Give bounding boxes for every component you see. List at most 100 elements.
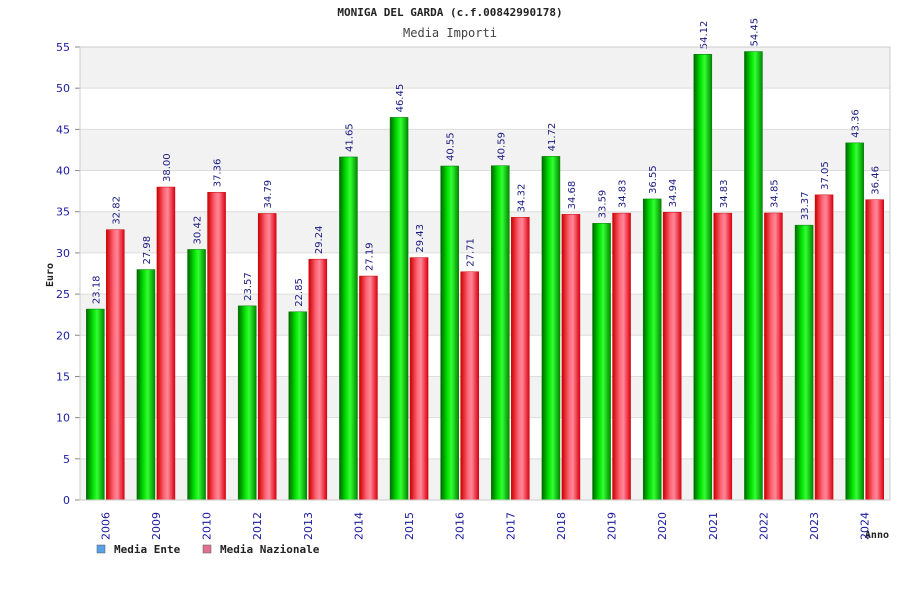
data-label: 34.79 xyxy=(263,180,274,209)
x-tick-label-2023: 2023 xyxy=(808,512,821,540)
y-axis-label: Euro xyxy=(45,263,56,287)
y-tick-label: 0 xyxy=(63,494,70,507)
legend-swatch-media-ente xyxy=(96,544,106,554)
data-label: 38.00 xyxy=(162,153,173,182)
chart-title: MONIGA DEL GARDA (c.f.00842990178) xyxy=(337,6,562,19)
chart-subtitle: Media Importi xyxy=(403,26,497,40)
legend: Media Ente Media Nazionale xyxy=(96,543,320,556)
data-label: 34.94 xyxy=(668,179,679,208)
x-tick-label-2016: 2016 xyxy=(454,512,467,540)
data-label: 33.37 xyxy=(800,192,811,221)
data-label: 37.05 xyxy=(820,161,831,190)
x-tick-label-2018: 2018 xyxy=(555,512,568,540)
data-label: 32.82 xyxy=(111,196,122,225)
data-label: 34.85 xyxy=(769,179,780,208)
x-tick-label-2021: 2021 xyxy=(707,512,720,540)
data-label: 23.57 xyxy=(243,272,254,301)
background-band xyxy=(80,88,890,130)
bar-media-nazionale-2017 xyxy=(511,217,530,501)
bar-media-nazionale-2020 xyxy=(662,211,682,501)
data-label: 29.43 xyxy=(415,224,426,253)
bar-media-nazionale-2012 xyxy=(257,213,277,501)
data-label: 43.36 xyxy=(851,109,862,138)
y-tick-label: 50 xyxy=(56,82,70,95)
bar-media-nazionale-2016 xyxy=(460,271,479,501)
background-band xyxy=(80,129,890,171)
data-label: 22.85 xyxy=(294,278,305,307)
y-tick-label: 40 xyxy=(56,165,70,178)
bar-media-ente-2009 xyxy=(136,269,156,501)
x-tick-label-2014: 2014 xyxy=(352,512,365,540)
data-label: 46.45 xyxy=(395,84,406,113)
bar-media-nazionale-2006 xyxy=(106,229,125,501)
legend-swatch-media-nazionale xyxy=(202,544,212,554)
data-label: 34.32 xyxy=(516,184,527,213)
x-tick-label-2015: 2015 xyxy=(403,512,416,540)
bar-media-nazionale-2018 xyxy=(561,214,581,501)
data-label: 34.83 xyxy=(719,179,730,208)
bar-media-ente-2013 xyxy=(288,311,308,501)
bar-media-ente-2020 xyxy=(642,198,662,501)
x-tick-label-2009: 2009 xyxy=(150,512,163,540)
data-label: 23.18 xyxy=(91,275,102,304)
data-label: 36.55 xyxy=(648,165,659,194)
bar-media-ente-2024 xyxy=(845,142,864,501)
y-tick-label: 10 xyxy=(56,412,70,425)
data-labels: 23.18 32.82 27.98 38.00 30.42 37.36 23.57 34.79… xyxy=(91,18,881,307)
bar-media-nazionale-2013 xyxy=(308,258,328,501)
data-label: 33.59 xyxy=(598,190,609,219)
bar-media-ente-2014 xyxy=(339,156,358,501)
x-tick-label-2017: 2017 xyxy=(504,512,517,540)
data-label: 27.98 xyxy=(142,236,153,265)
bar-media-ente-2022 xyxy=(744,51,763,501)
x-tick-label-2024: 2024 xyxy=(859,512,872,540)
data-label: 41.65 xyxy=(344,123,355,152)
y-tick-label: 45 xyxy=(56,123,70,136)
data-label: 29.24 xyxy=(314,226,325,255)
y-axis-ticks: 0 5 10 15 20 25 30 35 40 45 50 55 xyxy=(56,41,80,507)
data-label: 34.83 xyxy=(618,179,629,208)
data-label: 54.12 xyxy=(699,21,710,50)
y-tick-label: 30 xyxy=(56,247,70,260)
bar-media-ente-2012 xyxy=(237,305,257,501)
bar-media-nazionale-2015 xyxy=(409,257,429,501)
bar-media-ente-2017 xyxy=(491,165,510,501)
data-label: 27.19 xyxy=(364,242,375,271)
data-label: 41.72 xyxy=(547,123,558,152)
data-label: 40.55 xyxy=(446,132,457,161)
legend-label-media-ente: Media Ente xyxy=(114,543,181,556)
data-label: 36.46 xyxy=(871,166,882,195)
bar-media-nazionale-2024 xyxy=(865,199,884,501)
bar-media-nazionale-2023 xyxy=(814,194,834,501)
bar-media-nazionale-2021 xyxy=(713,212,733,501)
x-tick-label-2020: 2020 xyxy=(656,512,669,540)
x-tick-label-2012: 2012 xyxy=(251,512,264,540)
bar-media-nazionale-2022 xyxy=(764,212,783,501)
y-tick-label: 55 xyxy=(56,41,70,54)
x-tick-label-2019: 2019 xyxy=(606,512,619,540)
bar-media-ente-2019 xyxy=(592,223,611,501)
x-tick-label-2006: 2006 xyxy=(99,512,112,540)
x-axis-ticks: 2006 2009 2010 2012 2013 2014 2015 2016 2017 2018… xyxy=(99,512,871,540)
data-label: 27.71 xyxy=(466,238,477,267)
bar-media-nazionale-2009 xyxy=(156,186,176,501)
bar-media-ente-2006 xyxy=(86,308,105,501)
bar-media-ente-2016 xyxy=(440,165,459,501)
background-band xyxy=(80,47,890,89)
y-tick-label: 20 xyxy=(56,329,70,342)
bar-media-ente-2021 xyxy=(693,53,713,501)
bar-media-ente-2010 xyxy=(187,249,206,501)
bar-media-ente-2018 xyxy=(541,156,561,501)
bar-media-nazionale-2019 xyxy=(612,212,631,501)
bar-media-nazionale-2010 xyxy=(207,192,226,501)
plot-frame xyxy=(79,46,891,501)
bar-media-ente-2015 xyxy=(389,117,409,501)
x-tick-label-2013: 2013 xyxy=(302,512,315,540)
bar-media-nazionale-2014 xyxy=(359,275,378,501)
data-label: 30.42 xyxy=(193,216,204,245)
x-tick-label-2022: 2022 xyxy=(757,512,770,540)
y-tick-label: 15 xyxy=(56,370,70,383)
data-label: 40.59 xyxy=(496,132,507,161)
data-label: 37.36 xyxy=(213,159,224,188)
